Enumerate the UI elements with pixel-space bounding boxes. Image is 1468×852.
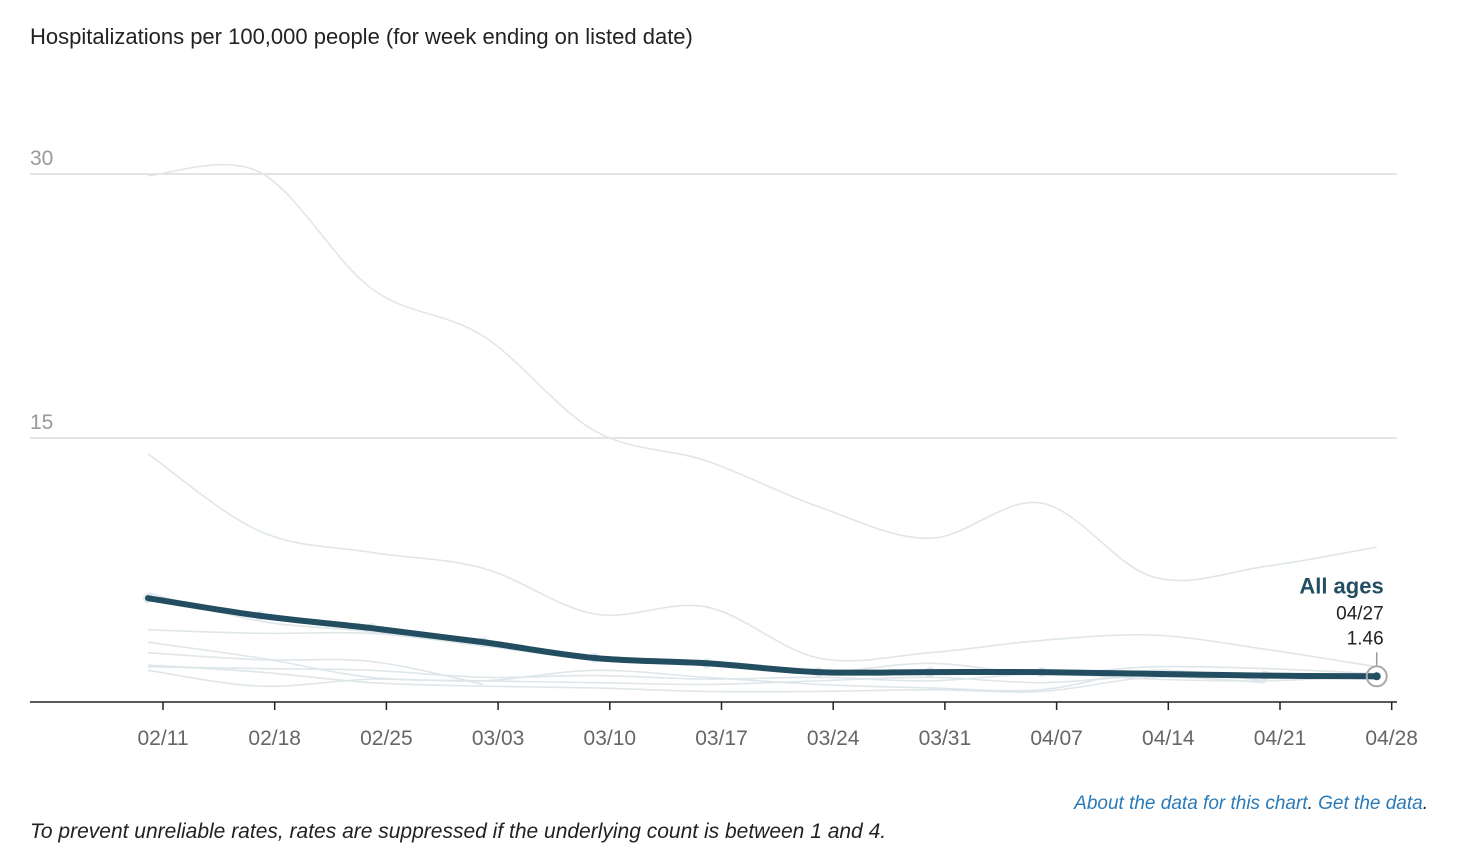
x-axis: 02/11 02/18 02/25 03/03 03/10 03/17 03/24 03/31… (30, 701, 1418, 750)
all-ages-line (145, 595, 1380, 680)
series-line-1 (147, 163, 1377, 582)
annotation-value: 1.46 (1347, 628, 1384, 649)
y-tick-label: 30 (30, 147, 53, 170)
annotation-point (1372, 672, 1381, 681)
series-line-7 (147, 666, 1377, 682)
x-tick-label: 04/21 (1254, 727, 1307, 750)
highlight-annotation: All ages 04/27 1.46 (1299, 573, 1388, 688)
y-tick-label: 15 (30, 411, 53, 434)
series-line-6 (147, 651, 484, 686)
get-data-link[interactable]: Get the data (1318, 793, 1423, 814)
background-series (147, 163, 1377, 693)
series-label-all-ages: All ages (1299, 573, 1383, 598)
suppression-footnote: To prevent unreliable rates, rates are s… (30, 820, 887, 843)
series-line-2 (147, 453, 1377, 668)
data-links: About the data for this chart. Get the d… (1074, 793, 1428, 815)
x-tick-label: 02/18 (248, 727, 301, 750)
x-tick-label: 03/17 (695, 727, 748, 750)
link-separator: . (1307, 793, 1319, 814)
x-tick-label: 02/11 (138, 727, 189, 750)
chart-title: Hospitalizations per 100,000 people (for… (30, 24, 693, 49)
x-tick-label: 03/24 (807, 727, 860, 750)
highlight-series (143, 593, 1380, 681)
x-tick-label: 04/28 (1365, 727, 1418, 750)
series-line-8 (147, 669, 1266, 692)
x-tick-label: 04/14 (1142, 727, 1195, 750)
x-tick-label: 04/07 (1030, 727, 1083, 750)
about-data-link[interactable]: About the data for this chart (1074, 793, 1308, 814)
link-end: . (1422, 793, 1428, 814)
x-tick-label: 02/25 (360, 727, 413, 750)
annotation-ring (1365, 665, 1388, 688)
series-line-9 (147, 664, 1266, 693)
annotation-date: 04/27 (1336, 603, 1384, 624)
x-tick-label: 03/10 (584, 727, 637, 750)
x-tick-label: 03/31 (919, 727, 972, 750)
x-tick-label: 03/03 (472, 727, 525, 750)
